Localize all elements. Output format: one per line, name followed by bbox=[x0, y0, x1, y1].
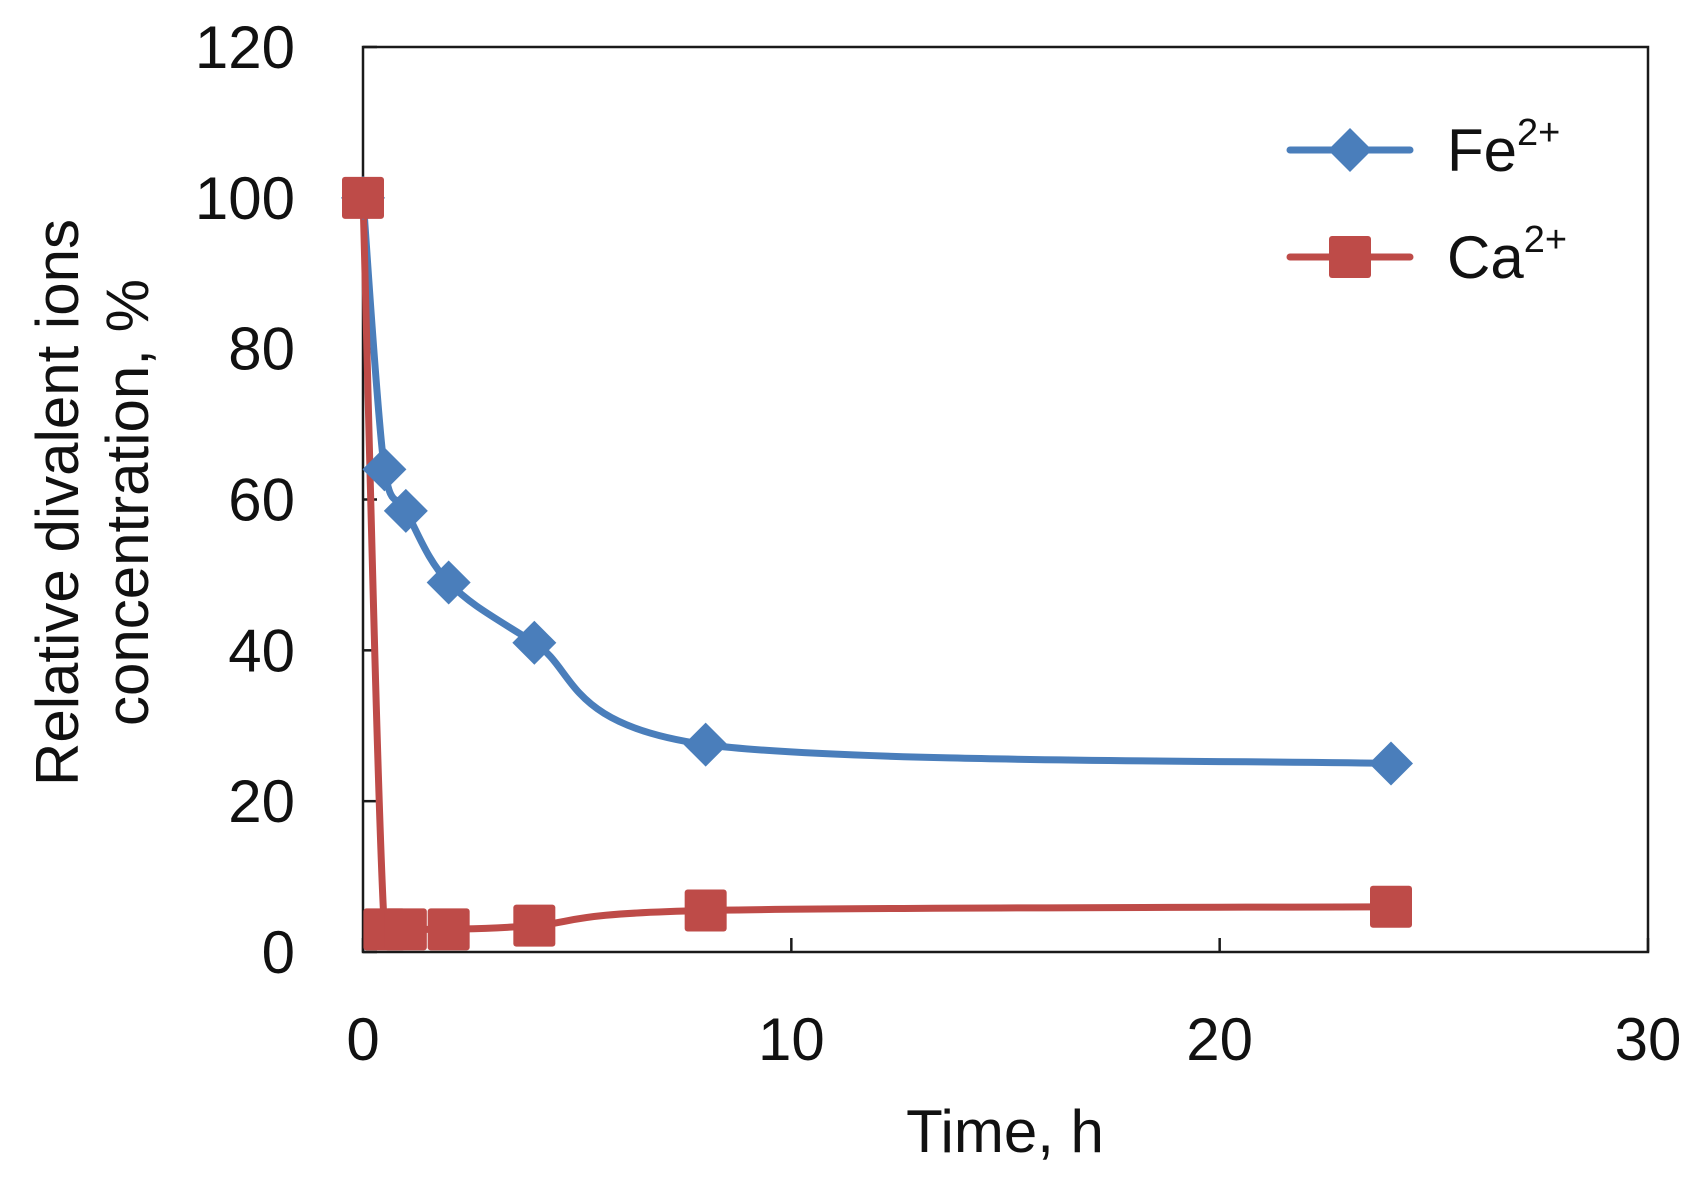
data-point-fe bbox=[1369, 741, 1413, 786]
legend-marker-swatch bbox=[1328, 128, 1372, 172]
x-tick-label: 0 bbox=[346, 1006, 379, 1073]
legend-label-superscript: 2+ bbox=[1524, 219, 1567, 261]
data-point-ca bbox=[342, 176, 384, 219]
series-markers-fe bbox=[341, 175, 1413, 786]
legend-marker-swatch bbox=[1329, 236, 1371, 278]
series-fe bbox=[359, 194, 1395, 767]
x-tick-label: 30 bbox=[1615, 1006, 1682, 1073]
legend-item-fe: Fe2+ bbox=[1286, 112, 1560, 184]
y-tick-label: 20 bbox=[228, 768, 295, 835]
legend-label: Ca2+ bbox=[1447, 219, 1567, 291]
series-markers-ca bbox=[342, 176, 1412, 951]
y-tick-label: 40 bbox=[228, 617, 295, 684]
x-tick-label: 10 bbox=[758, 1006, 825, 1073]
data-point-ca bbox=[684, 889, 727, 932]
data-point-ca bbox=[513, 904, 556, 947]
y-tick-label: 100 bbox=[195, 165, 295, 232]
data-point-ca bbox=[427, 908, 470, 951]
data-point-fe bbox=[683, 722, 728, 767]
x-axis-title: Time, h bbox=[906, 1098, 1104, 1165]
data-point-fe bbox=[512, 620, 557, 665]
x-tick-label: 20 bbox=[1186, 1006, 1253, 1073]
data-point-fe bbox=[362, 447, 407, 492]
y-tick-label: 60 bbox=[228, 467, 295, 534]
series-ca bbox=[359, 194, 1395, 933]
legend-label: Fe2+ bbox=[1447, 112, 1560, 184]
legend-label-base: Fe bbox=[1447, 117, 1517, 184]
data-point-fe bbox=[426, 560, 471, 605]
data-point-ca bbox=[1370, 885, 1412, 928]
series-line-ca bbox=[359, 194, 1395, 933]
legend-label-superscript: 2+ bbox=[1517, 112, 1560, 154]
y-axis-title-line-2: concentration, % bbox=[94, 279, 161, 726]
y-tick-label: 0 bbox=[262, 919, 295, 986]
y-tick-label: 120 bbox=[195, 14, 295, 81]
y-axis-title-line-1: Relative divalent ions bbox=[24, 219, 91, 786]
data-point-fe bbox=[383, 488, 428, 533]
legend-item-ca: Ca2+ bbox=[1286, 219, 1567, 291]
series-line-fe bbox=[359, 194, 1395, 767]
y-tick-label: 80 bbox=[228, 316, 295, 383]
data-point-ca bbox=[384, 908, 427, 951]
legend-label-base: Ca bbox=[1447, 224, 1524, 291]
